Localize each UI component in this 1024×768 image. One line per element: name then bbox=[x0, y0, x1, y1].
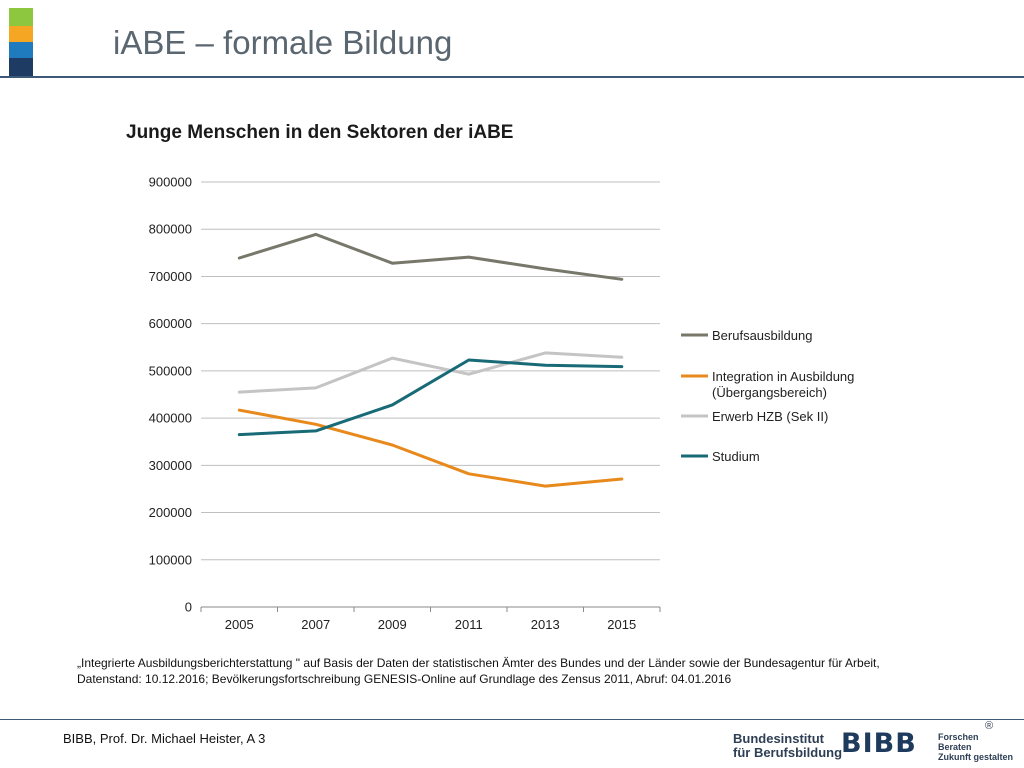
logo-slogan-line-3: Zukunft gestalten bbox=[938, 752, 1014, 762]
series-line bbox=[237, 408, 624, 488]
footer-divider bbox=[0, 719, 1024, 720]
title-divider bbox=[0, 76, 1024, 78]
chart-title: Junge Menschen in den Sektoren der iABE bbox=[126, 122, 514, 143]
logo-slogan-line-2: Beraten bbox=[938, 742, 972, 752]
series-line bbox=[237, 358, 624, 437]
x-tick-label: 2005 bbox=[225, 617, 254, 632]
y-tick-label: 900000 bbox=[149, 175, 192, 190]
y-tick-label: 100000 bbox=[149, 552, 192, 567]
x-tick-label: 2007 bbox=[301, 617, 330, 632]
logo-mark: BIBB bbox=[841, 728, 917, 759]
logo-institute-name: Bundesinstitut für Berufsbildung bbox=[733, 732, 842, 760]
y-tick-label: 200000 bbox=[149, 505, 192, 520]
legend-label: Berufsausbildung bbox=[712, 328, 812, 343]
legend-label: Studium bbox=[712, 449, 760, 464]
y-tick-label: 600000 bbox=[149, 316, 192, 331]
x-tick-label: 2013 bbox=[531, 617, 560, 632]
registered-mark: ® bbox=[985, 720, 994, 732]
y-tick-label: 700000 bbox=[149, 269, 192, 284]
slide-title: iABE – formale Bildung bbox=[113, 24, 453, 61]
x-tick-label: 2009 bbox=[378, 617, 407, 632]
logo-slogan: Forschen Beraten Zukunft gestalten bbox=[938, 732, 1013, 762]
line-chart: 0 100000 200000 300000 400000 500000 600000 700… bbox=[149, 175, 855, 633]
brand-stripe bbox=[9, 8, 33, 76]
series-line bbox=[237, 232, 624, 281]
logo-slogan-line-1: Forschen bbox=[938, 732, 979, 742]
bibb-logo: Bundesinstitut für Berufsbildung BIBB Fo… bbox=[733, 720, 1015, 764]
footer-author: BIBB, Prof. Dr. Michael Heister, A 3 bbox=[63, 731, 266, 746]
brand-stripe-orange bbox=[9, 26, 33, 42]
legend-label: Integration in Ausbildung bbox=[712, 369, 854, 384]
y-tick-label: 400000 bbox=[149, 411, 192, 426]
brand-stripe-blue bbox=[9, 42, 33, 58]
y-tick-label: 0 bbox=[185, 600, 192, 615]
x-tick-label: 2011 bbox=[455, 617, 483, 632]
y-tick-label: 300000 bbox=[149, 458, 192, 473]
logo-name-line-1: Bundesinstitut bbox=[733, 731, 824, 746]
brand-stripe-navy bbox=[9, 58, 33, 76]
series-line bbox=[237, 351, 624, 394]
source-note: „Integrierte Ausbildungsberichterstattun… bbox=[77, 656, 880, 686]
legend-label: (Übergangsbereich) bbox=[712, 385, 827, 400]
y-tick-label: 500000 bbox=[149, 363, 192, 378]
logo-name-line-2: für Berufsbildung bbox=[733, 745, 843, 760]
y-tick-label: 800000 bbox=[149, 222, 192, 237]
brand-stripe-green bbox=[9, 8, 33, 26]
legend-label: Erwerb HZB (Sek II) bbox=[712, 409, 828, 424]
x-tick-label: 2015 bbox=[607, 617, 636, 632]
